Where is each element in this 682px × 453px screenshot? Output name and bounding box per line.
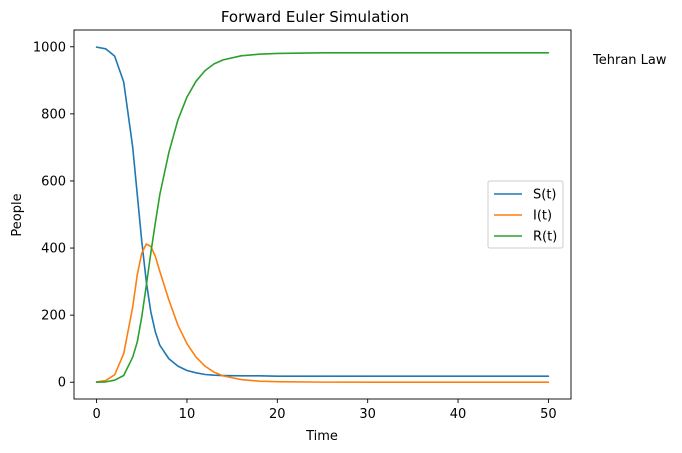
series-lines <box>95 46 550 384</box>
chart-title: Forward Euler Simulation <box>221 8 409 26</box>
x-axis: 0 10 20 30 40 50 <box>92 399 557 422</box>
y-tick-label: 600 <box>41 174 66 189</box>
plot-area <box>73 29 572 400</box>
x-tick-label: 50 <box>540 407 557 422</box>
legend: S(t) I(t) R(t) <box>487 180 564 249</box>
y-tick-label: 1000 <box>33 40 66 55</box>
x-tick-label: 0 <box>92 407 100 422</box>
legend-label: R(t) <box>533 230 557 245</box>
y-tick-label: 0 <box>58 376 66 391</box>
series-line-1 <box>95 46 550 377</box>
y-tick-label: 400 <box>41 242 66 257</box>
series-line-2 <box>95 243 550 384</box>
y-tick-label: 200 <box>41 309 66 324</box>
legend-label: I(t) <box>533 209 552 224</box>
y-axis-label: People <box>10 193 25 236</box>
x-tick-label: 20 <box>269 407 286 422</box>
y-tick-label: 800 <box>41 107 66 122</box>
side-note: Tehran Law <box>592 53 667 68</box>
x-tick-label: 10 <box>179 407 196 422</box>
series-line-3 <box>95 52 550 384</box>
x-tick-label: 30 <box>359 407 376 422</box>
y-axis: 0 200 400 600 800 1000 <box>33 40 74 391</box>
x-axis-label: Time <box>305 429 338 444</box>
legend-label: S(t) <box>533 188 557 203</box>
legend-box <box>487 180 564 249</box>
x-tick-label: 40 <box>450 407 467 422</box>
